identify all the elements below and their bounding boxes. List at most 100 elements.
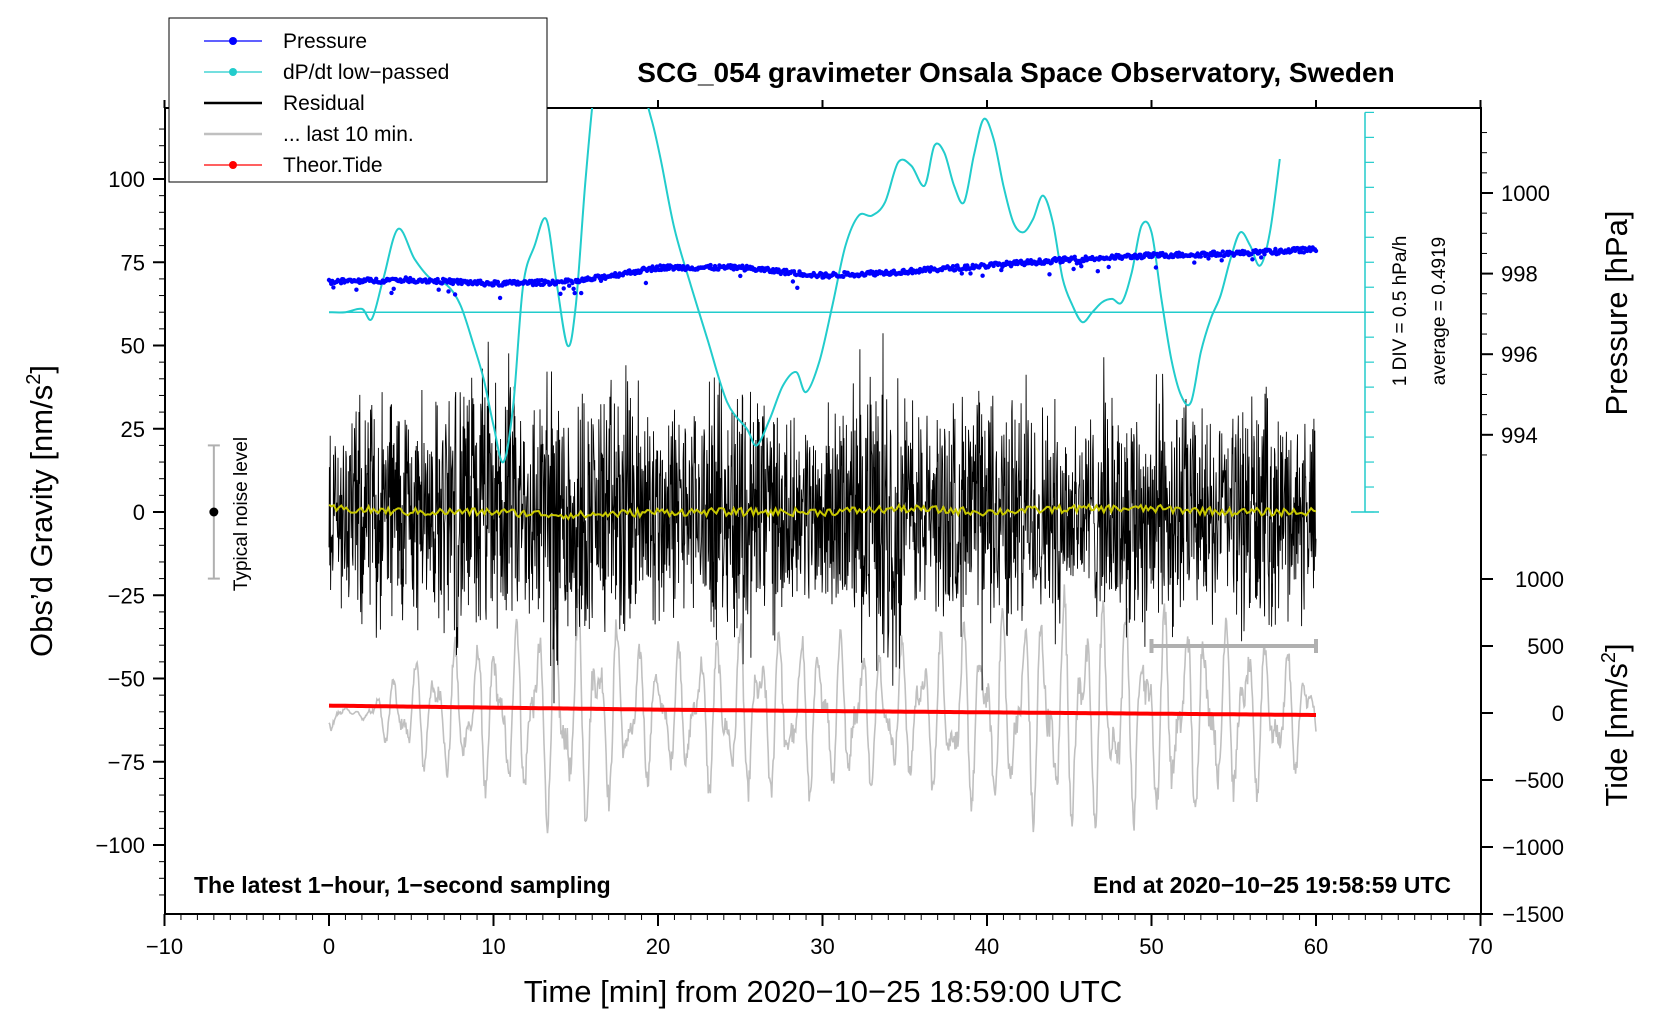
legend-label-pressure: Pressure [283,30,367,53]
pressure-point [999,267,1004,273]
pressure-point [1218,253,1223,258]
pressure-point [1301,250,1307,255]
div-scale-label: 1 DIV = 0.5 hPa/h [1390,236,1411,387]
y-pressure-tick-label: 994 [1501,423,1538,448]
pressure-point [391,286,396,291]
y-gravity-tick-label: 25 [121,417,145,442]
y-axis-title-gravity: Obs’d Gravity [nm/s2] [23,365,59,657]
x-axis-title: Time [min] from 2020−10−25 18:59:00 UTC [524,974,1123,1009]
y-tide-tick-label: 0 [1552,701,1564,726]
y-tide-tick-label: −500 [1514,768,1564,793]
y-pressure-tick-label: 996 [1501,342,1538,367]
residual-smoothed-series [328,502,1317,521]
pressure-point [1250,257,1255,262]
pressure-point [1273,246,1278,252]
y-axis-title-tide: Tide [nm/s2] [1598,643,1634,806]
pressure-point [331,285,336,290]
pressure-point [738,273,743,279]
residual-line [328,333,1317,704]
pressure-point [950,264,956,269]
pressure-point [435,276,440,282]
pressure-point [1060,259,1065,264]
pressure-point [1106,264,1111,270]
pressure-point [1047,272,1052,277]
tide-series [328,703,1316,717]
y-gravity-tick-label: 50 [121,334,145,359]
average-label: average = 0.4919 [1429,237,1450,385]
noise-bar-center [209,507,219,517]
y-gravity-tick-label: 0 [133,500,145,525]
pressure-point [570,280,575,286]
pressure-point [795,285,800,290]
y-tide-tick-label: 1000 [1515,567,1564,592]
pressure-point [497,295,503,301]
pressure-point [643,280,649,286]
pressure-point [1313,248,1319,254]
pressure-point [953,267,958,273]
pressure-point [1198,254,1204,259]
legend-label-last10: ... last 10 min. [283,123,414,146]
pressure-point [529,278,535,284]
tide-line [328,703,1316,717]
pressure-point [354,287,359,292]
residual-smoothed-line [328,502,1317,521]
pressure-point [338,281,344,286]
dpdt-series [328,108,1374,464]
y-axis-title-gravity-close: ] [24,365,59,374]
pressure-point [434,280,439,286]
legend: Pressure dP/dt low−passed Residual ... last… [168,17,548,183]
pressure-point [561,286,566,291]
x-tick-label: 50 [1139,934,1163,959]
pressure-point [389,290,394,296]
legend-label-residual: Residual [283,92,365,115]
y-pressure-tick-label: 1000 [1501,181,1550,206]
pressure-point [445,280,450,285]
x-tick-label: 20 [646,934,670,959]
y-gravity-tick-label: 100 [108,167,145,192]
pressure-point [495,279,501,285]
x-tick-label: 70 [1468,934,1492,959]
y-tide-tick-label: −1000 [1502,835,1564,860]
pressure-point [446,289,451,294]
y-gravity-tick-label: −50 [108,667,145,692]
y-gravity-tick-label: −25 [108,583,145,608]
pressure-point [841,274,846,279]
pressure-point [558,291,563,296]
dpdt-line [328,108,1281,464]
pressure-point [1192,260,1197,265]
pressure-point [579,290,584,296]
pressure-point [1219,258,1224,263]
pressure-point [1259,255,1264,260]
pressure-point [491,283,496,288]
y-axis-title-pressure: Pressure [hPa] [1599,210,1634,415]
pressure-point [1095,269,1101,274]
pressure-point [567,283,572,288]
legend-label-dpdt: dP/dt low−passed [283,61,449,84]
pressure-point [572,290,577,296]
y-pressure-tick-label: 998 [1501,262,1538,287]
y-axis-title-gravity-main: Obs’d Gravity [nm/s [24,385,59,657]
residual-series [328,333,1317,704]
pressure-point [1209,253,1215,258]
pressure-point [1072,254,1077,259]
legend-box [168,17,548,183]
legend-marker-pressure [229,37,237,45]
legend-marker-tide [229,161,237,169]
y-axis-title-tide-main: Tide [nm/s [1599,663,1634,807]
y-gravity-tick-label: −75 [108,750,145,775]
x-tick-label: 10 [481,934,505,959]
noise-bar [207,444,220,580]
pressure-point [1153,265,1159,270]
pressure-point [1220,249,1226,254]
legend-marker-dpdt [229,68,237,76]
x-tick-label: 0 [323,934,335,959]
y-tide-tick-label: −1500 [1502,902,1564,927]
pressure-point [708,262,713,268]
axis-ticks: −10 0 10 20 30 40 50 60 701007550250−25−50−75−10… [95,100,1564,959]
y-tide-tick-label: 500 [1527,634,1564,659]
pressure-point [1071,266,1076,272]
end-time-annotation: End at 2020−10−25 19:58:59 UTC [1093,872,1451,898]
pressure-point [1262,252,1267,257]
chart-title: SCG_054 gravimeter Onsala Space Observat… [637,57,1394,88]
